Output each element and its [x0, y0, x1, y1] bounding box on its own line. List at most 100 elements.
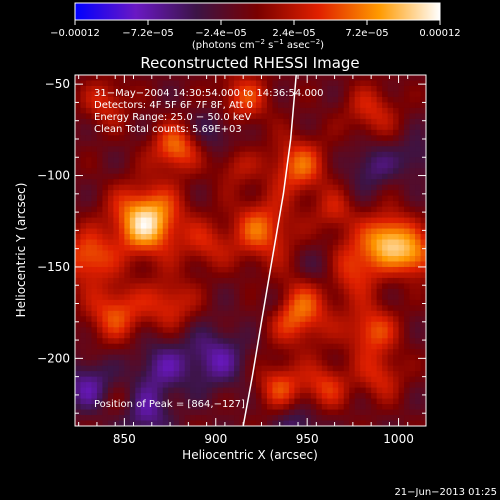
heatmap-cell [239, 91, 246, 98]
heatmap-cell [283, 190, 290, 197]
heatmap-cell [343, 212, 350, 219]
heatmap-cell [376, 206, 383, 213]
heatmap-cell [234, 382, 241, 389]
heatmap-cell [316, 91, 323, 98]
heatmap-cell [305, 223, 312, 230]
heatmap-cell [124, 157, 131, 164]
heatmap-cell [360, 223, 367, 230]
heatmap-cell [201, 365, 208, 372]
heatmap-cell [140, 190, 147, 197]
heatmap-cell [206, 228, 213, 235]
heatmap-cell [239, 118, 246, 125]
heatmap-cell [206, 124, 213, 131]
heatmap-cell [349, 206, 356, 213]
heatmap-cell [173, 310, 180, 317]
heatmap-cell [195, 85, 202, 93]
heatmap-cell [157, 371, 164, 378]
heatmap-cell [195, 316, 202, 323]
heatmap-cell [239, 80, 246, 87]
heatmap-cell [195, 321, 202, 328]
heatmap-cell [327, 305, 334, 312]
heatmap-cell [206, 146, 213, 153]
heatmap-cell [190, 420, 197, 426]
heatmap-cell [75, 376, 82, 383]
heatmap-cell [393, 415, 400, 422]
heatmap-cell [162, 272, 169, 279]
heatmap-cell [206, 283, 213, 290]
heatmap-cell [261, 387, 268, 394]
heatmap-cell [420, 338, 426, 345]
heatmap-cell [179, 151, 186, 158]
heatmap-cell [179, 409, 186, 416]
heatmap-cell [404, 327, 411, 334]
heatmap-cell [250, 299, 257, 306]
heatmap-cell [365, 91, 372, 98]
heatmap-cell [157, 365, 164, 372]
heatmap-cell [190, 223, 197, 230]
heatmap-cell [354, 255, 361, 263]
heatmap-cell [283, 107, 290, 114]
heatmap-cell [151, 272, 158, 279]
heatmap-cell [85, 288, 93, 295]
heatmap-cell [234, 398, 241, 405]
heatmap-cell [173, 228, 180, 235]
heatmap-cell [343, 107, 350, 114]
heatmap-cell [294, 201, 301, 208]
heatmap-cell [371, 327, 378, 334]
heatmap-cell [146, 261, 153, 268]
heatmap-cell [212, 151, 219, 158]
heatmap-cell [195, 239, 202, 246]
heatmap-cell [420, 168, 426, 175]
heatmap-cell [179, 316, 186, 323]
heatmap-cell [140, 310, 147, 317]
heatmap-cell [277, 96, 284, 104]
heatmap-cell [387, 201, 394, 208]
heatmap-cell [146, 75, 153, 82]
heatmap-cell [420, 245, 426, 252]
heatmap-cell [75, 294, 82, 301]
heatmap-cell [201, 316, 208, 323]
heatmap-cell [349, 190, 356, 197]
heatmap-cell [201, 266, 208, 274]
heatmap-cell [135, 245, 142, 252]
heatmap-cell [124, 283, 131, 290]
heatmap-cell [173, 195, 180, 202]
heatmap-cell [217, 201, 224, 208]
heatmap-cell [404, 420, 411, 426]
heatmap-cell [239, 299, 246, 306]
heatmap-cell [255, 250, 263, 257]
heatmap-cell [245, 146, 252, 153]
heatmap-cell [288, 223, 295, 230]
heatmap-cell [420, 371, 426, 378]
heatmap-cell [140, 261, 147, 268]
heatmap-cell [151, 327, 158, 334]
heatmap-cell [217, 146, 224, 153]
heatmap-cell [420, 310, 426, 317]
heatmap-cell [223, 327, 230, 334]
heatmap-cell [349, 365, 356, 372]
heatmap-cell [365, 404, 372, 411]
heatmap-cell [338, 349, 345, 356]
heatmap-cell [102, 288, 109, 295]
heatmap-cell [157, 162, 164, 169]
heatmap-cell [168, 277, 175, 284]
heatmap-cell [173, 398, 180, 405]
heatmap-cell [272, 299, 279, 306]
heatmap-cell [151, 239, 158, 246]
heatmap-cell [266, 80, 274, 87]
heatmap-cell [283, 404, 290, 411]
heatmap-cell [75, 234, 82, 241]
heatmap-cell [261, 118, 268, 125]
heatmap-cell [277, 129, 284, 136]
heatmap-cell [349, 135, 356, 142]
heatmap-cell [255, 234, 263, 241]
heatmap-cell [316, 343, 323, 350]
heatmap-cell [365, 277, 372, 284]
heatmap-cell [332, 129, 339, 136]
heatmap-cell [223, 217, 230, 224]
heatmap-cell [277, 288, 284, 295]
heatmap-cell [294, 382, 301, 389]
heatmap-cell [261, 179, 268, 186]
heatmap-cell [343, 316, 350, 323]
heatmap-cell [343, 190, 350, 197]
